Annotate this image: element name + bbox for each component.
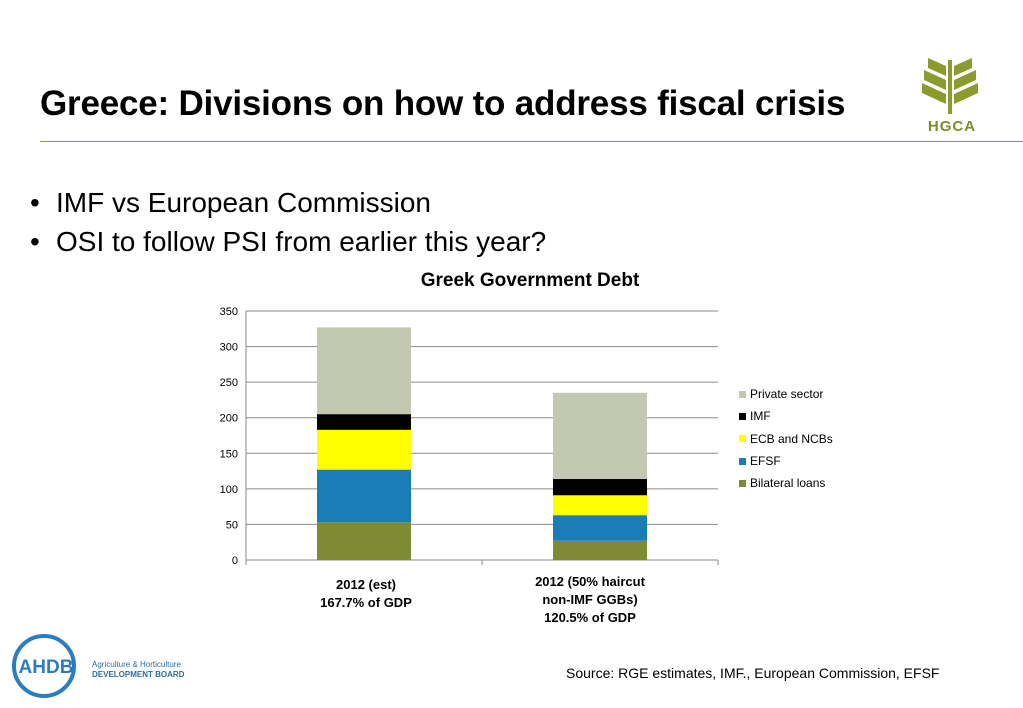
legend-item: IMF: [739, 405, 833, 427]
y-tick-label: 250: [220, 377, 238, 389]
bar-segment-efsf: [553, 515, 647, 541]
bar-segment-bilateral-loans: [317, 522, 411, 560]
ahdb-subtitle: Agriculture & Horticulture DEVELOPMENT B…: [92, 660, 185, 679]
chart-legend: Private sector IMF ECB and NCBs EFSF Bilater…: [739, 383, 833, 494]
bullet-list: • IMF vs European Commission • OSI to foll…: [30, 183, 546, 261]
legend-item: EFSF: [739, 450, 833, 472]
bullet-item: • IMF vs European Commission: [30, 187, 432, 218]
legend-swatch: [739, 390, 746, 398]
legend-swatch: [739, 479, 746, 487]
category-label-line: 2012 (50% haircut: [535, 574, 645, 589]
chart-title: Greek Government Debt: [420, 270, 640, 291]
bar-segment-private-sector: [553, 392, 647, 479]
y-tick-label: 150: [220, 448, 238, 460]
bar-segment-imf: [553, 478, 647, 496]
legend-swatch: [739, 435, 746, 443]
legend-label: EFSF: [750, 454, 781, 469]
y-tick-label: 0: [232, 555, 238, 567]
slide-title: Greece: Divisions on how to address fisc…: [40, 84, 846, 123]
ahdb-logo: AHDB: [12, 634, 76, 698]
legend-item: Private sector: [739, 383, 833, 405]
ahdb-logo-text: AHDB: [19, 657, 74, 678]
legend-label: IMF: [750, 409, 771, 424]
category-label-line: 2012 (est): [336, 577, 396, 592]
hgca-wheat-logo: [922, 58, 978, 114]
legend-item: ECB and NCBs: [739, 428, 833, 450]
bullet-item: • OSI to follow PSI from earlier this yea…: [30, 226, 547, 257]
legend-label: Private sector: [750, 387, 824, 402]
y-tick-label: 350: [220, 306, 238, 318]
y-tick-label: 300: [220, 342, 238, 354]
category-label: 2012 (est) 167.7% of GDP: [296, 576, 436, 612]
bar-segment-imf: [317, 414, 411, 430]
legend-item: Bilateral loans: [739, 472, 833, 494]
bar-segment-bilateral-loans: [553, 540, 647, 560]
legend-label: Bilateral loans: [750, 476, 826, 491]
debt-chart: 0 50 100 150 200 250 300 350: [220, 306, 719, 567]
bar-segment-private-sector: [317, 327, 411, 415]
category-label: 2012 (50% haircut non-IMF GGBs) 120.5% of …: [510, 573, 670, 627]
legend-swatch: [739, 457, 746, 465]
legend-label: ECB and NCBs: [750, 431, 833, 446]
hgca-logo-text: HGCA: [927, 118, 977, 135]
category-label-line: non-IMF GGBs): [542, 592, 638, 607]
legend-swatch: [739, 412, 746, 420]
y-tick-label: 100: [220, 484, 238, 496]
title-divider: [40, 141, 1023, 142]
category-label-line: 120.5% of GDP: [544, 610, 636, 625]
category-label-line: 167.7% of GDP: [320, 595, 412, 610]
y-tick-label: 200: [220, 413, 238, 425]
source-note: Source: RGE estimates, IMF., European Co…: [566, 665, 940, 681]
bar-segment-efsf: [317, 469, 411, 523]
bar-segment-ecb-and-ncbs: [553, 495, 647, 516]
bar-segment-ecb-and-ncbs: [317, 429, 411, 470]
y-tick-label: 50: [226, 519, 238, 531]
